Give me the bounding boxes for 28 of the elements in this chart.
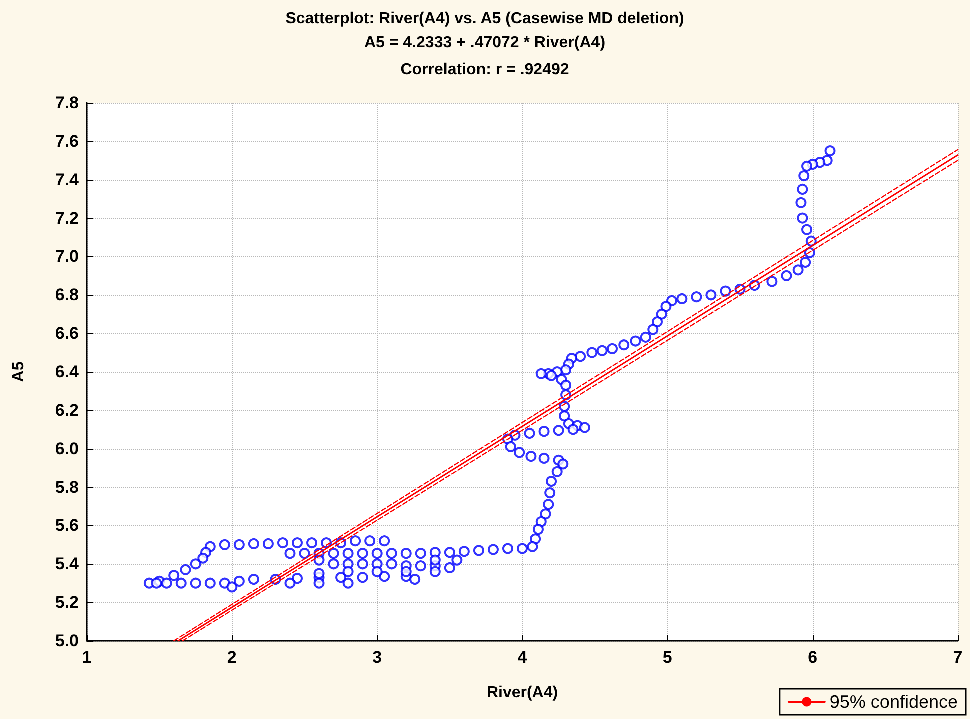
x-tick-label: 4 — [518, 648, 528, 667]
y-tick-label: 7.8 — [55, 94, 79, 112]
y-tick-label: 6.6 — [55, 324, 79, 344]
x-tick-label: 2 — [227, 648, 237, 667]
chart-subtitle: A5 = 4.2333 + .47072 * River(A4) — [364, 34, 606, 52]
y-tick-label: 6.0 — [55, 439, 79, 458]
y-tick-label: 6.2 — [55, 400, 79, 420]
legend-label: 95% confidence — [830, 692, 958, 712]
y-tick-label: 7.4 — [55, 170, 80, 190]
x-tick-label: 6 — [808, 648, 818, 667]
chart-title: Scatterplot: River(A4) vs. A5 (Casewise MD deletion) — [286, 10, 684, 28]
x-tick-label: 1 — [82, 648, 92, 667]
y-tick-label: 6.8 — [55, 286, 79, 305]
y-tick-label: 5.0 — [55, 632, 79, 650]
y-tick-label: 5.2 — [55, 593, 79, 612]
y-tick-label: 6.4 — [55, 362, 80, 382]
y-tick-label: 7.0 — [55, 247, 79, 266]
x-axis-title: River(A4) — [486, 684, 558, 702]
y-tick-label: 5.8 — [55, 478, 79, 497]
y-axis-title: A5 — [10, 362, 28, 382]
x-tick-label: 7 — [953, 648, 963, 667]
y-tick-label: 7.2 — [55, 208, 79, 228]
x-tick-label: 5 — [662, 648, 672, 667]
y-tick-label: 5.6 — [55, 516, 79, 536]
text: Correlation: r = .92492 — [400, 62, 570, 78]
y-tick-label: 5.4 — [55, 554, 80, 574]
x-tick-label: 3 — [372, 648, 382, 667]
y-tick-label: 7.6 — [55, 132, 79, 151]
